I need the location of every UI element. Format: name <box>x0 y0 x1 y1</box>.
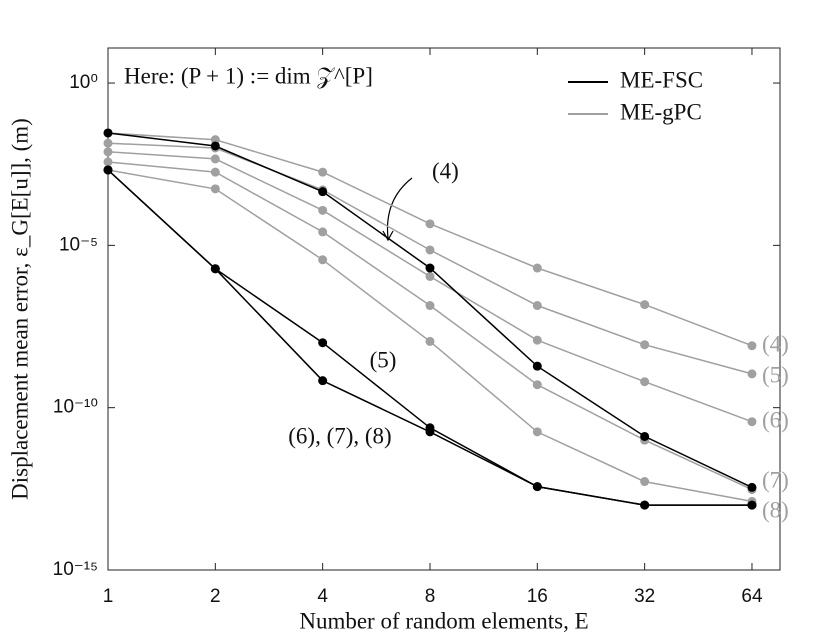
point <box>747 341 757 351</box>
point <box>425 301 435 311</box>
series-line <box>107 151 753 423</box>
x-tick-label: 4 <box>317 586 328 607</box>
y-tick-label: 10⁰ <box>69 72 98 93</box>
point <box>103 147 113 157</box>
point <box>103 157 113 167</box>
y-tick-label: 10⁻¹⁰ <box>53 397 98 418</box>
line-label: (4) <box>762 331 789 356</box>
point <box>532 361 542 371</box>
x-tick-label: 64 <box>741 586 763 607</box>
line-label: (6) <box>762 407 789 432</box>
legend-label: ME-gPC <box>620 99 702 124</box>
arrow <box>386 177 413 239</box>
point <box>210 167 220 177</box>
line-label: (5) <box>762 362 789 387</box>
series-line <box>107 161 753 491</box>
point <box>532 335 542 345</box>
point <box>425 245 435 255</box>
series-line <box>107 132 753 347</box>
y-tick-label: 10⁻⁵ <box>59 234 98 255</box>
y-axis-label: Displacement mean error, ε_G[E[u]], (m) <box>7 118 32 500</box>
x-tick-label: 16 <box>527 586 548 607</box>
point <box>532 301 542 311</box>
line-label: (8) <box>762 497 789 522</box>
line-label: (4) <box>432 158 459 183</box>
plot-frame <box>107 47 781 571</box>
point <box>425 219 435 229</box>
point <box>532 482 542 492</box>
point <box>425 336 435 346</box>
point <box>210 135 220 145</box>
point <box>210 141 220 151</box>
point <box>318 187 328 197</box>
point <box>640 377 650 387</box>
point <box>747 369 757 379</box>
point <box>318 255 328 265</box>
annotation: Here: (P + 1) := dim 𝒵^[P] <box>124 63 373 88</box>
point <box>425 271 435 281</box>
point <box>318 227 328 237</box>
point <box>210 264 220 274</box>
point <box>103 165 113 175</box>
point <box>640 300 650 310</box>
x-axis-label: Number of random elements, E <box>299 608 588 633</box>
line-label: (6), (7), (8) <box>288 423 391 448</box>
x-tick-label: 8 <box>425 586 436 607</box>
point <box>640 500 650 510</box>
arrow-head <box>382 230 394 242</box>
point <box>103 128 113 138</box>
point <box>747 482 757 492</box>
point <box>318 376 328 386</box>
point <box>210 154 220 164</box>
x-tick-label: 1 <box>103 586 114 607</box>
point <box>103 138 113 148</box>
point <box>640 477 650 487</box>
point <box>532 263 542 273</box>
point <box>747 417 757 427</box>
line-label: (5) <box>370 347 397 372</box>
x-tick-label: 2 <box>210 586 221 607</box>
point <box>532 427 542 437</box>
legend-label: ME-FSC <box>620 67 703 92</box>
point <box>532 380 542 390</box>
point <box>318 338 328 348</box>
point <box>425 427 435 437</box>
point <box>318 205 328 215</box>
point <box>640 431 650 441</box>
point <box>318 167 328 177</box>
point <box>425 263 435 273</box>
point <box>210 184 220 194</box>
y-tick-label: 10⁻¹⁵ <box>53 559 98 580</box>
x-tick-label: 32 <box>634 586 655 607</box>
point <box>747 500 757 510</box>
point <box>640 340 650 350</box>
line-label: (7) <box>762 467 789 492</box>
